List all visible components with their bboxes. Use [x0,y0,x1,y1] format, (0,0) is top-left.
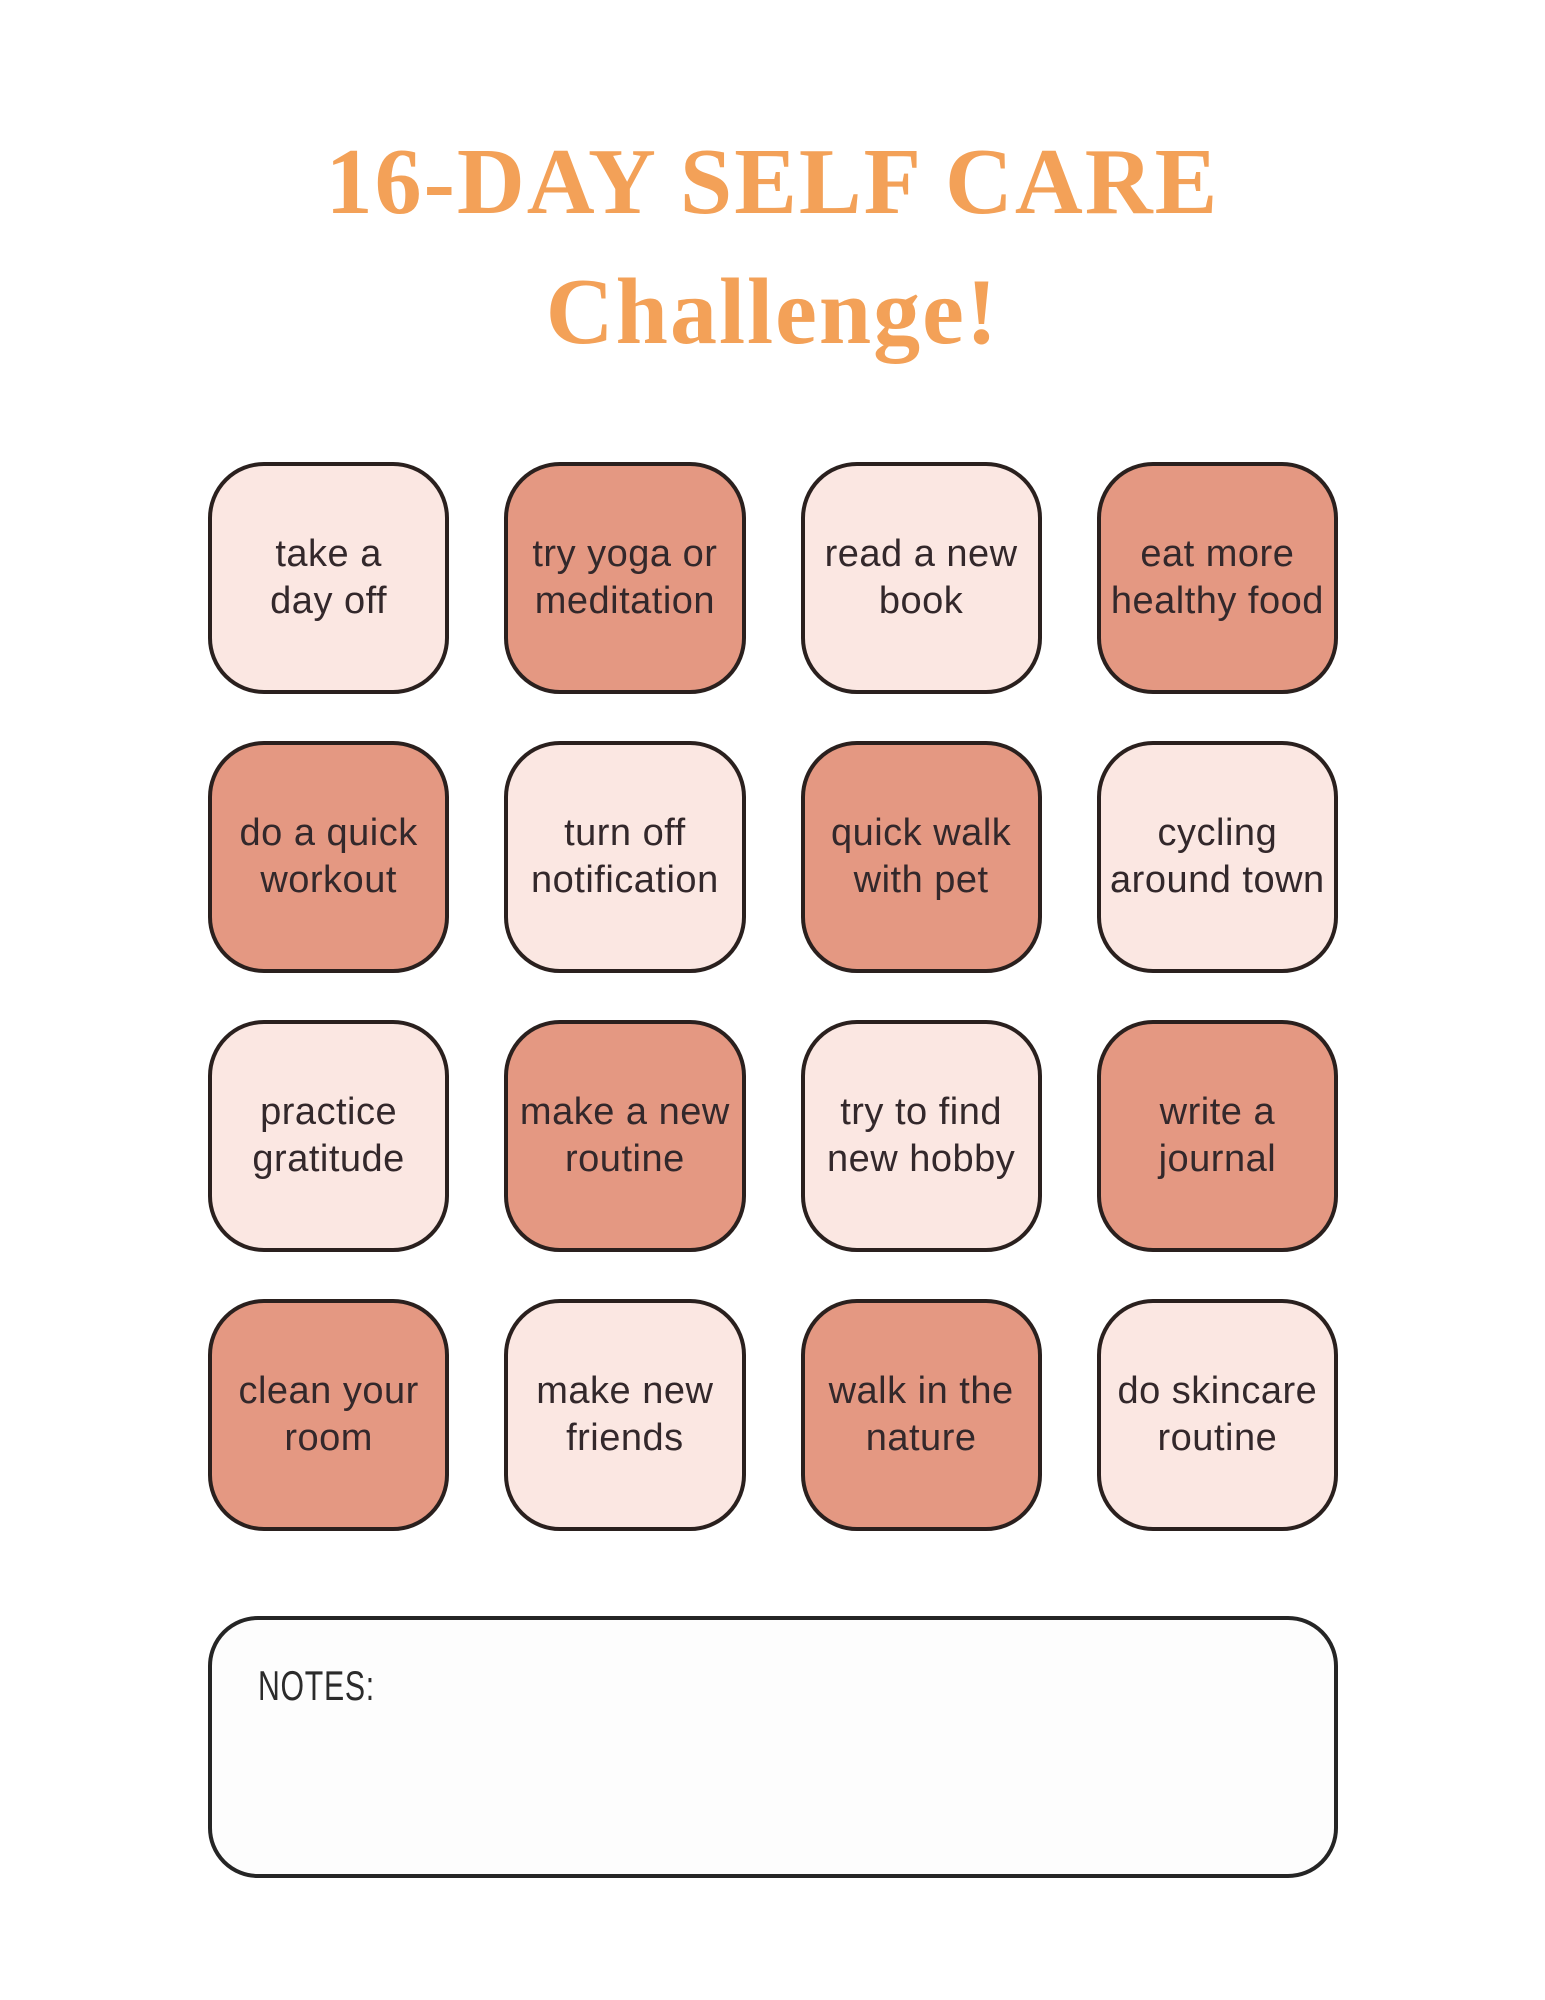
challenge-card[interactable]: make a new routine [504,1020,746,1252]
challenge-card-label: try yoga or meditation [532,532,718,622]
challenge-card-label: try to find new hobby [826,1090,1016,1180]
challenge-card-label: walk in the nature [828,1369,1014,1459]
challenge-card[interactable]: clean your room [208,1299,450,1531]
challenge-card-label: take a day off [270,532,388,622]
notes-label: NOTES: [258,1662,375,1709]
challenge-card-label: read a new book [824,532,1018,622]
challenge-card-label: turn off notification [531,811,719,901]
challenge-card-label: practice gratitude [252,1090,405,1180]
challenge-card[interactable]: do a quick workout [208,741,450,973]
challenge-card-label: eat more healthy food [1110,532,1324,622]
challenge-card[interactable]: take a day off [208,462,450,694]
challenge-card[interactable]: practice gratitude [208,1020,450,1252]
challenge-card-label: cycling around town [1110,811,1325,901]
page-title-line1: 16-DAY SELF CARE [325,130,1220,234]
challenge-card[interactable]: try yoga or meditation [504,462,746,694]
challenge-card[interactable]: make new friends [504,1299,746,1531]
challenge-card[interactable]: write a journal [1096,1020,1338,1252]
challenge-card-label: quick walk with pet [830,811,1012,901]
challenge-card-label: write a journal [1158,1090,1277,1180]
challenge-card-label: do skincare routine [1117,1369,1318,1459]
challenge-card[interactable]: cycling around town [1096,741,1338,973]
page-title-line2: Challenge! [545,259,1000,364]
challenge-card-label: make a new routine [519,1090,730,1180]
challenge-card[interactable]: walk in the nature [800,1299,1042,1531]
challenge-card[interactable]: eat more healthy food [1096,462,1338,694]
challenge-card-label: make new friends [536,1369,714,1459]
challenge-card[interactable]: try to find new hobby [800,1020,1042,1252]
challenge-card[interactable]: turn off notification [504,741,746,973]
challenge-card[interactable]: quick walk with pet [800,741,1042,973]
page-title: 16-DAY SELF CARE Challenge! [0,118,1545,377]
challenge-card[interactable]: read a new book [800,462,1042,694]
notes-area[interactable]: NOTES: [208,1616,1338,1878]
challenge-card[interactable]: do skincare routine [1096,1299,1338,1531]
challenge-card-label: clean your room [238,1369,419,1459]
challenge-grid: take a day off try yoga or meditation re… [208,462,1338,1531]
challenge-card-label: do a quick workout [239,811,418,901]
